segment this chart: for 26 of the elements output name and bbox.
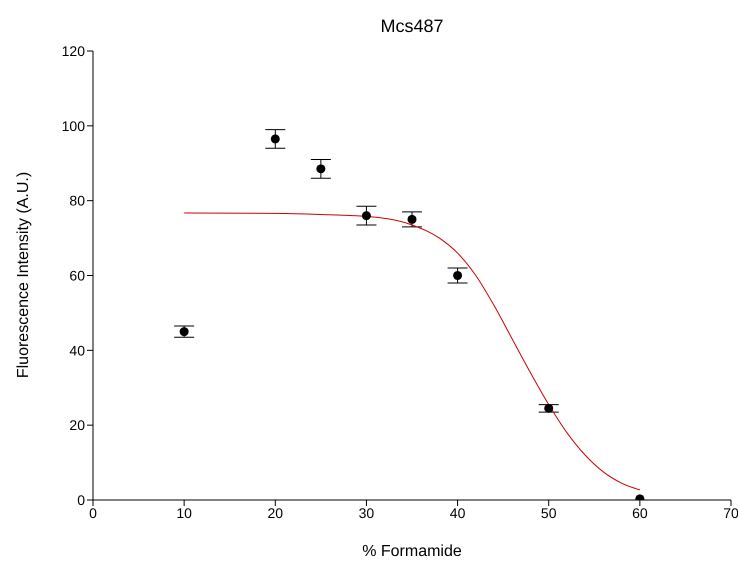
x-axis-title: % Formamide	[361, 543, 463, 561]
y-tick-label: 80	[69, 192, 86, 209]
x-tick-label: 40	[450, 504, 466, 521]
x-tick-label: 10	[176, 504, 192, 521]
y-tick-label: 0	[77, 492, 86, 508]
point	[270, 134, 280, 144]
y-tick-label: 60	[69, 267, 86, 284]
y-tick-label: 40	[69, 342, 86, 358]
x-tick-label: 60	[632, 504, 648, 521]
y-tick-label: 20	[69, 417, 86, 434]
point	[453, 270, 462, 280]
y-tick-label: 120	[62, 42, 86, 59]
chart-title: Mcs487	[379, 16, 445, 37]
point	[544, 404, 554, 413]
x-tick-label: 0	[89, 504, 98, 521]
point	[407, 214, 417, 224]
point	[316, 164, 326, 174]
y-axis-title: Fluorescence Intensity (A.U.)	[15, 172, 33, 378]
line-series	[184, 212, 640, 490]
x-tick-label: 50	[540, 504, 557, 521]
x-tick-label: 20	[267, 504, 284, 521]
x-tick-label: 70	[723, 504, 738, 521]
y-tick-label: 100	[62, 118, 86, 134]
x-tick-label: 30	[358, 504, 374, 521]
point	[362, 211, 371, 220]
point	[180, 327, 189, 336]
